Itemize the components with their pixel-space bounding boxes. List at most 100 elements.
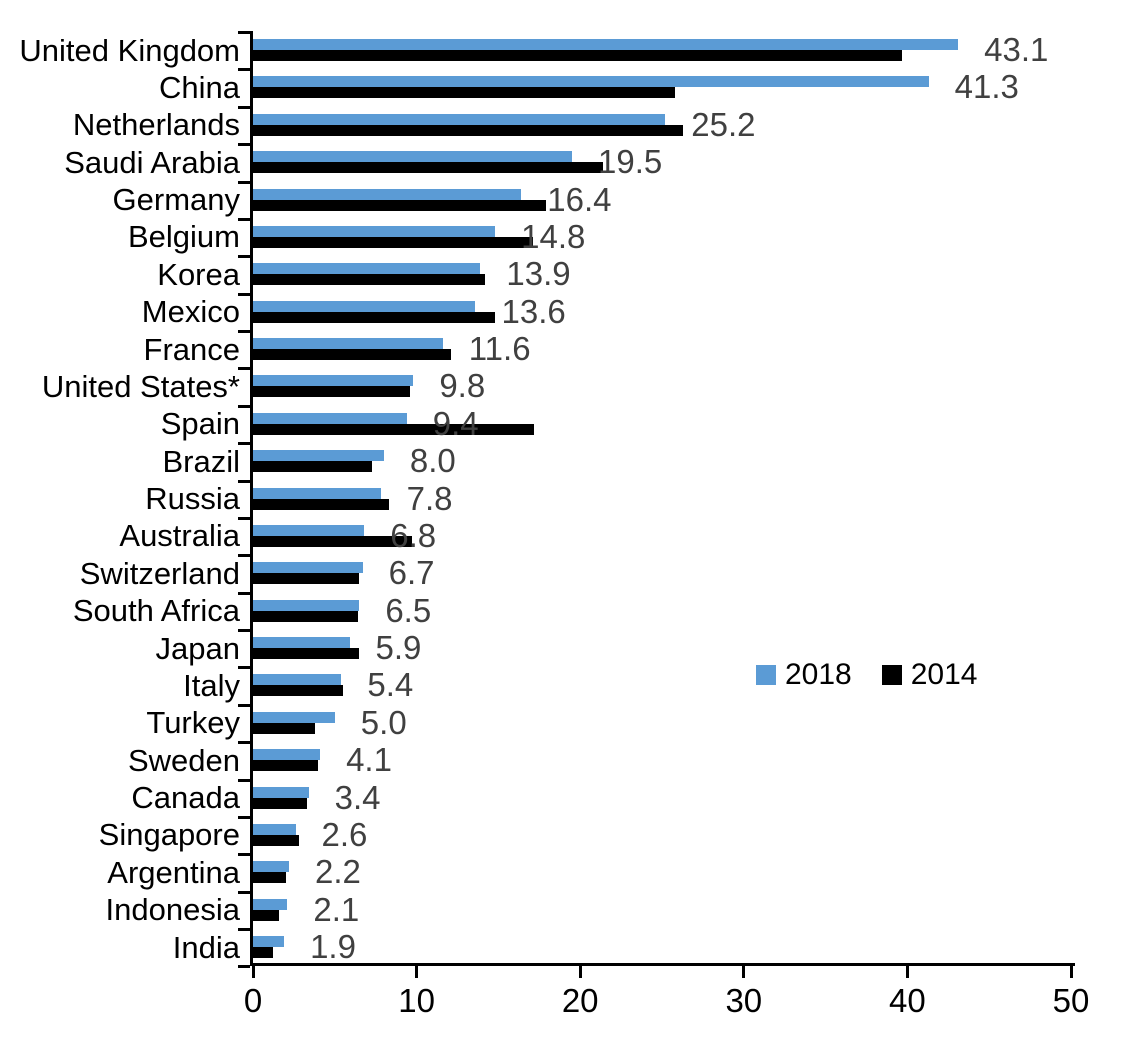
bar-2014 <box>253 797 307 809</box>
category-label: United Kingdom <box>19 32 240 68</box>
y-tick <box>238 404 250 408</box>
y-tick <box>238 217 250 221</box>
category-label: France <box>143 331 240 367</box>
bar-2014 <box>253 274 486 286</box>
x-tick <box>905 966 909 978</box>
bar-2014 <box>253 947 273 958</box>
data-label: 9.4 <box>432 404 479 442</box>
x-tick <box>742 966 746 978</box>
y-tick <box>238 105 250 109</box>
bar-2014 <box>253 760 319 772</box>
data-label: 13.6 <box>501 292 566 330</box>
legend-item-2018: 2018 <box>756 660 852 690</box>
bar-2018 <box>253 562 363 574</box>
category-label: Netherlands <box>72 107 240 143</box>
bar-2014 <box>253 722 316 734</box>
y-tick <box>238 703 250 707</box>
bar-2014 <box>253 87 676 99</box>
data-label: 5.0 <box>360 703 407 741</box>
bar-2014 <box>253 610 358 622</box>
category-label: China <box>159 69 240 105</box>
legend-label-2018: 2018 <box>785 658 852 691</box>
bar-2018 <box>253 936 285 947</box>
bar-2018 <box>253 898 288 910</box>
y-tick <box>238 965 250 969</box>
bar-2018 <box>253 188 522 200</box>
bar-2018 <box>253 225 496 237</box>
bar-2018 <box>253 861 289 873</box>
legend: 2018 2014 <box>756 660 978 690</box>
y-tick <box>238 516 250 520</box>
x-tick-label: 20 <box>561 982 599 1019</box>
category-label: Korea <box>157 256 240 292</box>
x-tick-label: 50 <box>1052 982 1090 1019</box>
legend-swatch-2014 <box>881 665 902 685</box>
data-label: 19.5 <box>598 143 663 181</box>
category-label: Argentina <box>107 854 240 890</box>
data-label: 5.9 <box>375 629 422 666</box>
y-tick <box>238 629 250 632</box>
bar-2018 <box>253 749 321 761</box>
bar-2018 <box>253 487 381 499</box>
y-tick <box>238 591 250 595</box>
data-label: 6.5 <box>385 591 432 629</box>
category-label: Switzerland <box>79 555 240 591</box>
y-axis-line <box>250 31 253 966</box>
category-label: Spain <box>160 406 240 442</box>
bar-2018 <box>253 375 414 387</box>
data-label: 9.8 <box>439 367 486 405</box>
category-label: Brazil <box>162 443 240 479</box>
y-tick <box>238 554 250 558</box>
bar-2014 <box>253 50 903 61</box>
bar-2014 <box>253 648 360 659</box>
category-label: Turkey <box>146 705 240 741</box>
bar-2014 <box>253 872 286 884</box>
bar-2014 <box>253 573 360 585</box>
bar-2014 <box>253 162 604 174</box>
category-label: Mexico <box>141 294 240 330</box>
data-label: 14.8 <box>521 217 586 255</box>
bar-2018 <box>253 524 365 536</box>
data-label: 2.2 <box>314 853 361 891</box>
y-tick <box>238 815 250 819</box>
y-tick <box>238 143 250 147</box>
y-tick <box>238 890 250 894</box>
y-tick <box>238 778 250 782</box>
data-label: 25.2 <box>691 105 756 143</box>
x-tick <box>1069 966 1073 978</box>
data-label: 4.1 <box>346 741 392 779</box>
bar-2014 <box>253 423 535 435</box>
category-label: Germany <box>112 182 240 217</box>
bar-2018 <box>253 263 481 275</box>
bar-2018 <box>253 338 443 349</box>
bar-2014 <box>253 909 280 921</box>
data-label: 6.8 <box>390 516 437 554</box>
y-tick <box>238 853 250 857</box>
y-tick <box>238 68 250 72</box>
bar-2018 <box>253 300 476 312</box>
x-tick-label: 0 <box>243 982 263 1019</box>
data-label: 2.1 <box>313 890 360 928</box>
bar-2014 <box>253 349 451 360</box>
bar-2018 <box>253 674 342 686</box>
category-label: South Africa <box>72 593 240 629</box>
y-tick <box>238 666 250 670</box>
y-tick <box>238 928 250 931</box>
category-label: Indonesia <box>105 892 240 928</box>
x-tick-label: 10 <box>398 982 435 1019</box>
category-label: Italy <box>183 667 240 703</box>
bar-2018 <box>253 450 384 462</box>
bar-2018 <box>253 39 959 50</box>
y-tick <box>238 442 250 446</box>
bar-2014 <box>253 236 533 248</box>
bar-2018 <box>253 637 350 648</box>
bar-2014 <box>253 834 299 846</box>
data-label: 43.1 <box>984 31 1049 68</box>
data-label: 2.6 <box>321 815 368 853</box>
y-tick <box>238 31 250 34</box>
category-label: Russia <box>145 481 240 516</box>
bar-2014 <box>253 685 343 697</box>
x-tick <box>251 966 255 978</box>
category-label: United States* <box>41 368 240 404</box>
y-tick <box>238 367 250 371</box>
